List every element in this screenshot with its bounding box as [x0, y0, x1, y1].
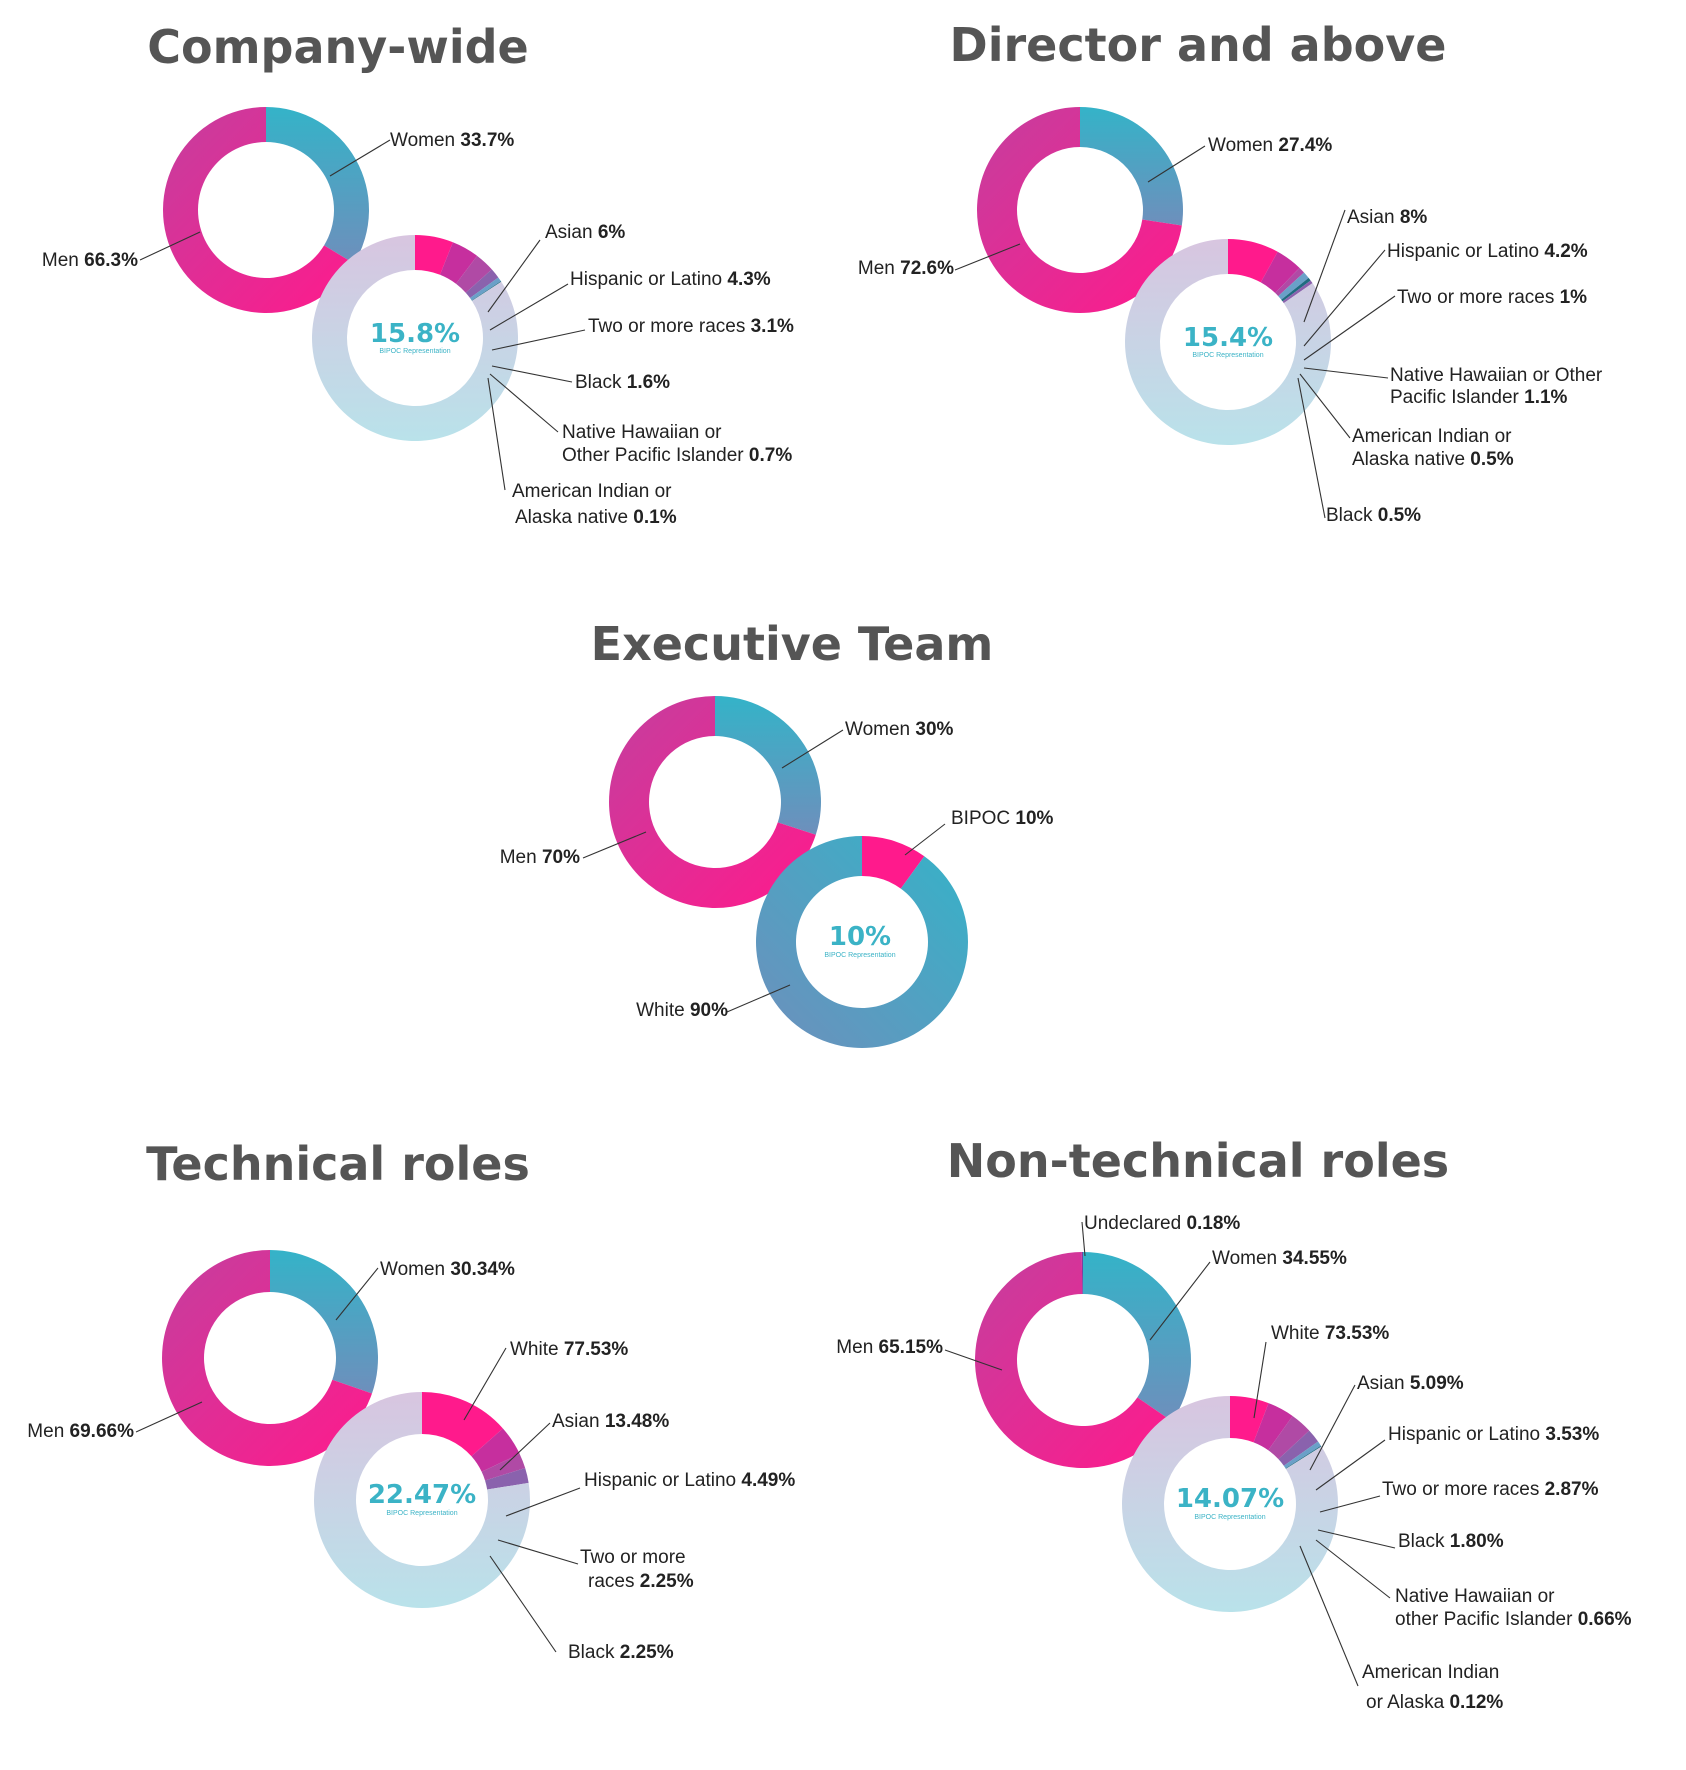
slice-women: [1080, 107, 1183, 226]
bipoc-value: 15.8%: [370, 319, 460, 349]
slice-white: [1122, 1396, 1338, 1613]
label-white: White 73.53%: [1271, 1323, 1389, 1344]
chart-title: Director and above: [950, 18, 1447, 72]
slice-two-or-more-races: [1268, 1415, 1310, 1460]
slice-men: [609, 696, 816, 908]
slice-native-hawaiian-or-other-pacific-islander: [1278, 272, 1309, 300]
bipoc-value: 10%: [829, 922, 891, 952]
slice-native-hawaiian-or-other-pacific-islander: [470, 277, 501, 301]
label-black: Black 2.25%: [568, 1642, 674, 1663]
slice-men: [163, 107, 354, 313]
chart-technical-roles: Technical roles 22.47% BIPOC Representat…: [27, 1137, 795, 1663]
label-asian: Asian 13.48%: [552, 1411, 669, 1432]
bipoc-caption: BIPOC Representation: [386, 1510, 457, 1517]
slice-black: [485, 1468, 529, 1490]
chart-non-technical-roles: Non-technical roles 14.07% BIPOC Represe…: [836, 1134, 1631, 1713]
label-asian: Asian 8%: [1347, 207, 1427, 228]
slice-asian: [1230, 1396, 1269, 1443]
label-aian: American Indian or Alaska native 0.1%: [512, 481, 677, 528]
chart-title: Executive Team: [591, 617, 994, 671]
label-women: Women 30%: [845, 719, 954, 740]
chart-director-and-above: Director and above 15.4% BIPOC Represent…: [858, 18, 1603, 526]
label-black: Black 0.5%: [1326, 505, 1421, 526]
label-women: Women 27.4%: [1208, 135, 1332, 156]
label-men: Men 69.66%: [27, 1421, 134, 1442]
slice-black: [465, 269, 499, 299]
label-two-or-more: Two or more races 2.25%: [580, 1547, 694, 1592]
label-asian: Asian 6%: [545, 222, 625, 243]
bipoc-caption: BIPOC Representation: [1194, 1514, 1265, 1521]
label-two-or-more: Two or more races 2.87%: [1382, 1479, 1599, 1500]
label-women: Women 33.7%: [390, 130, 514, 151]
slice-american-indian-or-alaska-native: [471, 281, 502, 301]
slice-black: [1282, 280, 1313, 304]
bipoc-value: 22.47%: [368, 1480, 476, 1510]
chart-title: Non-technical roles: [947, 1134, 1449, 1188]
label-black: Black 1.80%: [1398, 1531, 1504, 1552]
slice-men: [977, 107, 1182, 313]
label-hispanic: Hispanic or Latino 4.2%: [1387, 241, 1588, 262]
label-men: Men 65.15%: [836, 1337, 943, 1358]
slice-women: [715, 696, 821, 835]
label-nhopi: Native Hawaiian or other Pacific Islander…: [1395, 1586, 1632, 1630]
slice-white: [755, 836, 968, 1048]
bipoc-caption: BIPOC Representation: [379, 348, 450, 355]
slice-white: [1124, 239, 1331, 445]
label-men: Men 70%: [500, 847, 580, 868]
label-men: Men 72.6%: [858, 258, 954, 279]
label-hispanic: Hispanic or Latino 3.53%: [1388, 1424, 1599, 1445]
bipoc-caption: BIPOC Representation: [1192, 352, 1263, 359]
bipoc-value: 15.4%: [1183, 323, 1273, 353]
label-two-or-more: Two or more races 3.1%: [588, 316, 794, 337]
slice-women: [1083, 1252, 1192, 1422]
slice-women: [270, 1250, 379, 1394]
label-women: Women 30.34%: [380, 1259, 515, 1280]
label-undeclared: Undeclared 0.18%: [1084, 1213, 1240, 1234]
bipoc-value: 14.07%: [1176, 1484, 1284, 1514]
slice-hispanic-or-latino: [1260, 251, 1300, 294]
label-nhopi: Native Hawaiian or Other Pacific Islander…: [562, 422, 792, 466]
label-aian: American Indian or Alaska native 0.5%: [1352, 426, 1514, 470]
label-two-or-more: Two or more races 1%: [1397, 287, 1587, 308]
slice-two-or-more-races: [1275, 267, 1305, 297]
slice-two-or-more-races: [455, 255, 492, 293]
label-nhopi: Native Hawaiian or Other Pacific Islander…: [1390, 365, 1603, 408]
slice-hispanic-or-latino: [471, 1428, 520, 1472]
slice-native-hawaiian-or-other-pacific-islander: [1283, 1441, 1321, 1469]
slice-asian: [415, 235, 453, 275]
label-asian: Asian 5.09%: [1357, 1373, 1464, 1394]
label-aian: American Indian or Alaska 0.12%: [1362, 1662, 1503, 1713]
slice-bipoc: [862, 836, 925, 889]
label-black: Black 1.6%: [575, 372, 670, 393]
slice-men: [162, 1250, 372, 1466]
label-men: Men 66.3%: [42, 250, 138, 271]
label-white: White 90%: [636, 1000, 728, 1021]
slice-men: [975, 1252, 1172, 1468]
slice-hispanic-or-latino: [440, 242, 478, 284]
slice-white: [312, 235, 519, 441]
label-white: White 77.53%: [510, 1339, 628, 1360]
label-hispanic: Hispanic or Latino 4.3%: [570, 269, 771, 290]
slice-white: [314, 1392, 531, 1609]
slice-hispanic-or-latino: [1253, 1403, 1293, 1451]
slice-undeclared: [1081, 1252, 1083, 1295]
label-bipoc: BIPOC 10%: [951, 808, 1054, 829]
label-women: Women 34.55%: [1212, 1248, 1347, 1269]
slice-american-indian-or-alaska: [1285, 1445, 1322, 1469]
slice-asian: [1228, 239, 1278, 283]
chart-title: Company-wide: [147, 20, 528, 74]
label-hispanic: Hispanic or Latino 4.49%: [584, 1470, 795, 1491]
slice-black: [1278, 1430, 1319, 1466]
bipoc-caption: BIPOC Representation: [824, 952, 895, 959]
slice-american-indian-or-alaska-native: [1281, 277, 1311, 302]
chart-title: Technical roles: [146, 1137, 530, 1191]
chart-company-wide: Company-wide 15.8% BIPOC Representation …: [42, 20, 794, 528]
slice-asian: [422, 1392, 503, 1457]
chart-executive-team: Executive Team 10% BIPOC Representation …: [500, 617, 1054, 1048]
slice-women: [266, 107, 369, 264]
